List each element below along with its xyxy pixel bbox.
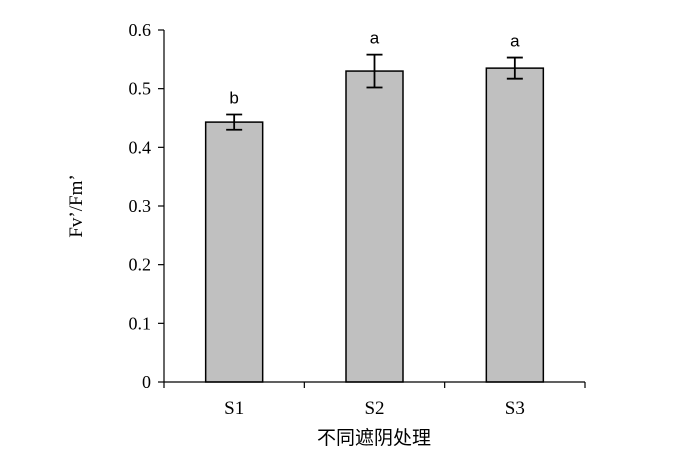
y-tick-label: 0.3 (129, 196, 152, 216)
x-category-label: S3 (505, 398, 525, 419)
y-axis-ticks: 0 0.1 0.2 0.3 0.4 0.5 0.6 (129, 20, 164, 392)
y-tick-label: 0.2 (129, 255, 152, 275)
significance-letter: a (510, 32, 520, 51)
x-axis-categories: S1 S2 S3 (163, 382, 586, 419)
error-bar-S3 (506, 56, 523, 80)
axes (163, 30, 585, 383)
y-tick-label: 0 (142, 372, 151, 392)
error-bar-S1 (226, 113, 243, 131)
y-tick-label: 0.1 (129, 313, 152, 333)
y-tick-label: 0.5 (129, 79, 152, 99)
x-axis-title: 不同遮阴处理 (317, 427, 431, 449)
error-bar-S2 (366, 53, 383, 89)
bars-group (204, 67, 545, 383)
error-bars-group: b a a (226, 29, 523, 131)
x-category-label: S2 (364, 398, 384, 419)
bar-S1 (204, 121, 264, 383)
x-category-label: S1 (224, 398, 244, 419)
y-axis-title: Fv’/Fm’ (66, 174, 87, 237)
significance-letter: a (370, 29, 380, 48)
significance-letter: b (229, 88, 238, 107)
bar-S3 (485, 67, 545, 383)
bar-S2 (345, 70, 404, 383)
y-tick-label: 0.4 (129, 137, 152, 157)
y-tick-label: 0.6 (129, 20, 152, 40)
